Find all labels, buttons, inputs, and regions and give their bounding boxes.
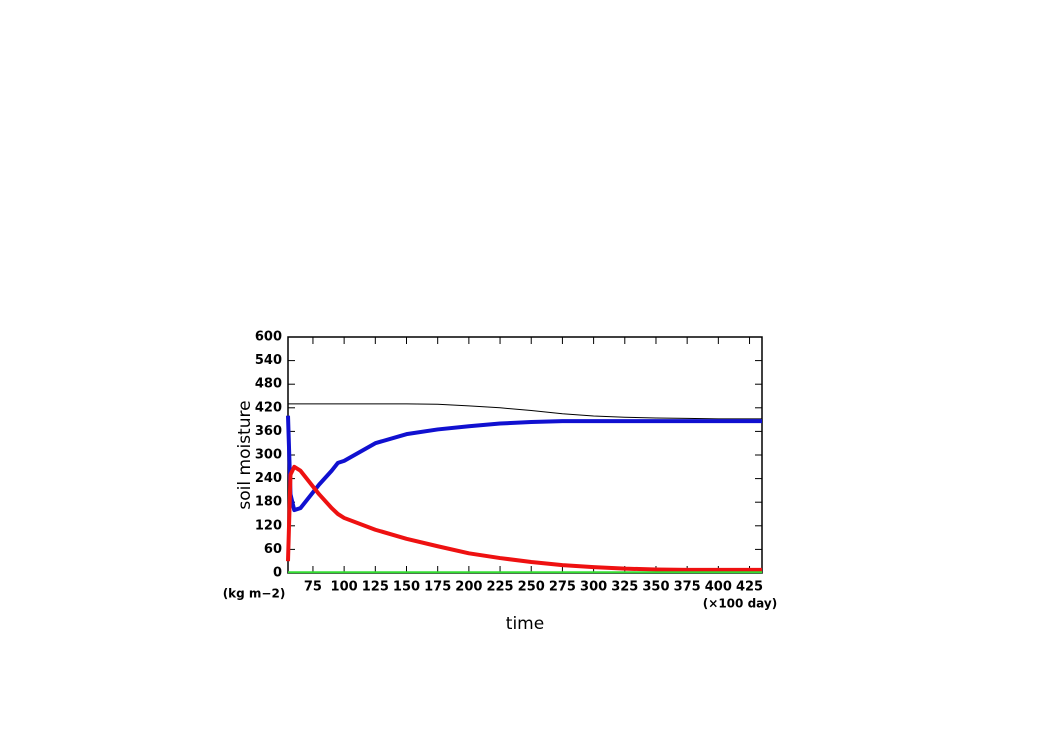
y-tick-label: 120: [255, 518, 282, 533]
x-tick-label: 75: [304, 580, 322, 595]
x-tick-label: 275: [549, 580, 576, 595]
y-tick-label: 60: [264, 542, 282, 557]
y-unit: (kg m−2): [223, 587, 286, 601]
y-tick-label: 600: [255, 330, 282, 345]
x-tick-label: 350: [642, 580, 669, 595]
x-unit: (×100 day): [703, 597, 777, 611]
x-tick-label: 400: [705, 580, 732, 595]
x-tick-label: 300: [580, 580, 607, 595]
y-tick-label: 300: [255, 448, 282, 463]
x-tick-label: 150: [393, 580, 420, 595]
x-tick-label: 325: [611, 580, 638, 595]
x-tick-label: 225: [486, 580, 513, 595]
x-tick-label: 125: [362, 580, 389, 595]
y-tick-label: 360: [255, 424, 282, 439]
x-tick-label: 200: [455, 580, 482, 595]
x-tick-label: 375: [674, 580, 701, 595]
y-tick-label: 540: [255, 353, 282, 368]
x-tick-label: 250: [518, 580, 545, 595]
series-line: [286, 415, 762, 513]
y-tick-label: 420: [255, 400, 282, 415]
y-tick-label: 240: [255, 471, 282, 486]
x-tick-label: 100: [331, 580, 358, 595]
x-tick-label: 425: [736, 580, 763, 595]
x-axis-label: time: [506, 614, 544, 634]
y-tick-label: 480: [255, 377, 282, 392]
y-axis-label: soil moisture: [235, 400, 255, 509]
plot-frame: [287, 336, 763, 574]
x-tick-label: 175: [424, 580, 451, 595]
series-line: [286, 464, 762, 572]
series-line: [288, 403, 762, 420]
y-tick-label: 180: [255, 495, 282, 510]
y-tick-label: 0: [273, 566, 282, 581]
